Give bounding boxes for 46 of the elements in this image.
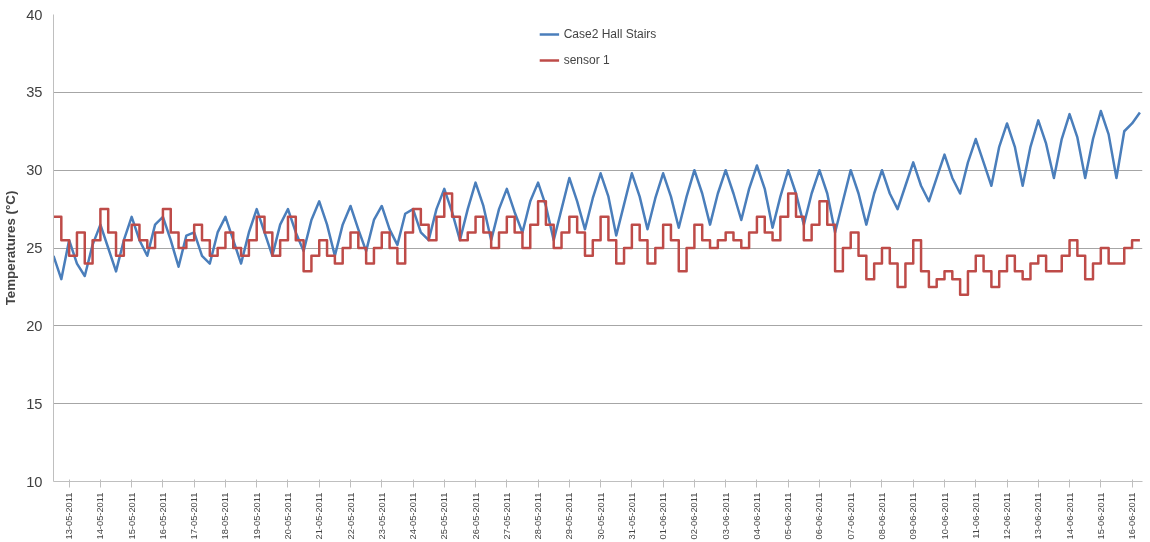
x-tick-label: 28-05-2011 xyxy=(533,492,544,540)
x-tick-label: 01-06-2011 xyxy=(658,492,669,540)
y-tick-label: 40 xyxy=(26,6,43,23)
x-tick-label: 24-05-2011 xyxy=(408,492,419,540)
x-tick-label: 26-05-2011 xyxy=(470,492,481,540)
x-tick-label: 22-05-2011 xyxy=(345,492,356,540)
y-tick-label: 20 xyxy=(26,317,43,334)
y-axis-title: Temperatures (°C) xyxy=(3,190,19,306)
x-tick-label: 21-05-2011 xyxy=(314,492,325,540)
x-tick-label: 15-05-2011 xyxy=(126,492,137,540)
x-tick-label: 07-06-2011 xyxy=(845,492,856,540)
y-tick-label: 10 xyxy=(26,473,43,490)
x-tick-label: 15-06-2011 xyxy=(1095,492,1106,540)
x-tick-label: 29-05-2011 xyxy=(564,492,575,540)
x-tick-label: 06-06-2011 xyxy=(814,492,825,540)
x-tick-label: 04-06-2011 xyxy=(751,492,762,540)
legend-label: Case2 Hall Stairs xyxy=(563,27,657,41)
x-tick-label: 05-06-2011 xyxy=(783,492,794,540)
x-tick-label: 08-06-2011 xyxy=(876,492,887,540)
x-tick-label: 20-05-2011 xyxy=(282,492,293,540)
x-tick-label: 13-06-2011 xyxy=(1033,492,1044,540)
x-tick-label: 12-06-2011 xyxy=(1002,492,1013,540)
x-tick-label: 16-05-2011 xyxy=(157,492,168,540)
x-tick-label: 19-05-2011 xyxy=(251,492,262,540)
x-tick-label: 14-05-2011 xyxy=(95,492,106,540)
x-tick-label: 11-06-2011 xyxy=(970,492,981,539)
y-tick-label: 35 xyxy=(26,84,43,101)
x-tick-label: 27-05-2011 xyxy=(501,492,512,540)
x-tick-label: 23-05-2011 xyxy=(376,492,387,540)
x-tick-label: 10-06-2011 xyxy=(939,492,950,540)
x-tick-label: 02-06-2011 xyxy=(689,492,700,540)
x-tick-label: 17-05-2011 xyxy=(189,492,200,540)
x-tick-label: 03-06-2011 xyxy=(720,492,731,540)
x-tick-label: 25-05-2011 xyxy=(439,492,450,540)
x-tick-label: 13-05-2011 xyxy=(64,492,75,540)
line-series xyxy=(53,109,1142,281)
x-tick-label: 14-06-2011 xyxy=(1064,492,1075,540)
y-tick-label: 30 xyxy=(26,162,43,179)
x-tick-label: 31-05-2011 xyxy=(626,492,637,540)
x-tick-label: 09-06-2011 xyxy=(908,492,919,540)
x-tick-label: 18-05-2011 xyxy=(220,492,231,540)
y-tick-label: 25 xyxy=(26,240,43,256)
y-tick-label: 15 xyxy=(26,395,43,412)
legend-label: sensor 1 xyxy=(563,53,610,67)
x-tick-label: 16-06-2011 xyxy=(1127,492,1138,540)
x-tick-label: 30-05-2011 xyxy=(595,492,606,540)
